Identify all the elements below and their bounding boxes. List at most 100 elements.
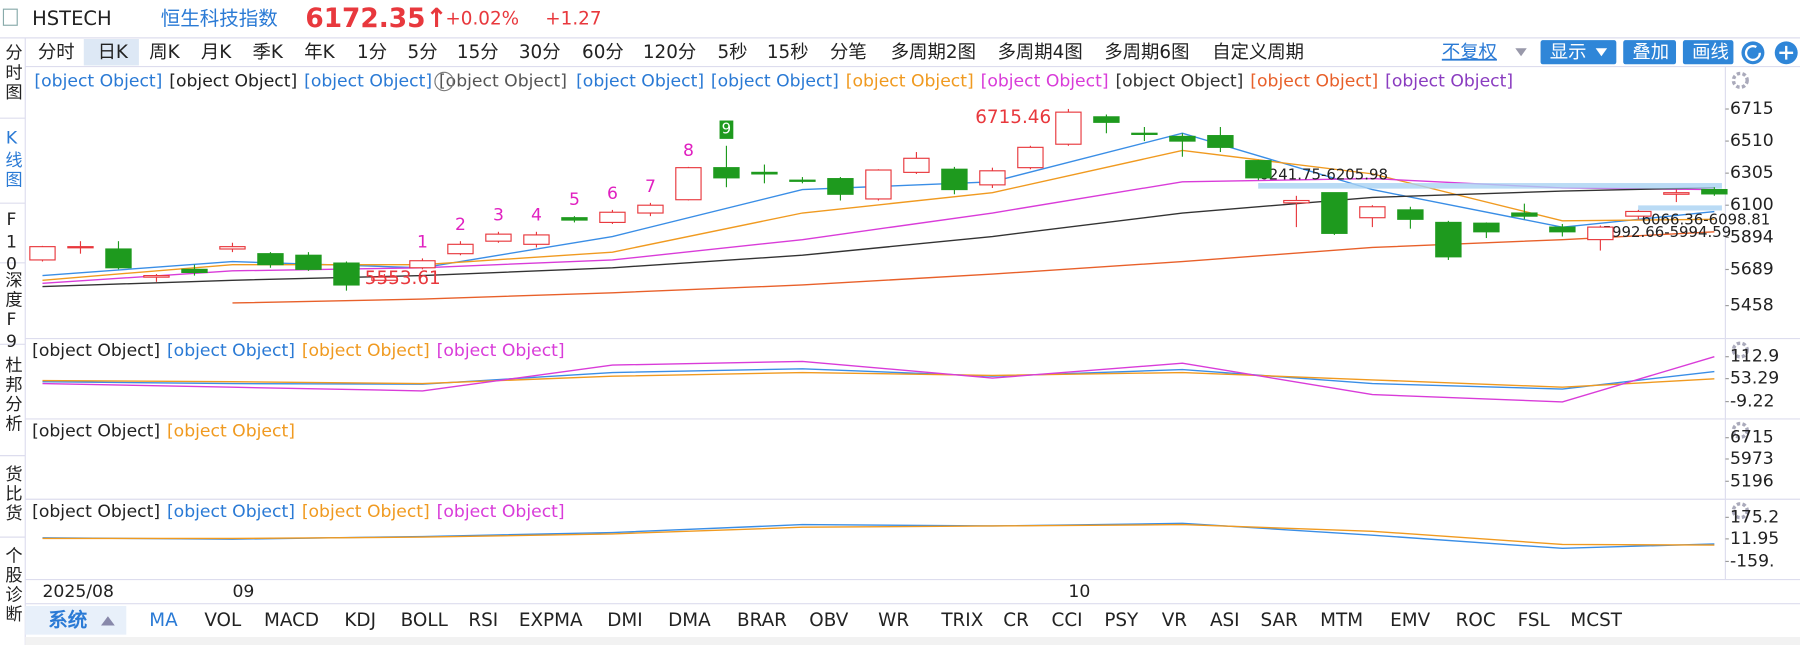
indicator-tab[interactable]: DMI: [607, 610, 642, 631]
button[interactable]: 显示: [1550, 42, 1587, 63]
help-icon[interactable]: [434, 71, 454, 92]
indicator-line: [42, 186, 1715, 288]
button[interactable]: 叠加: [1632, 42, 1669, 63]
period-tab[interactable]: 30分: [519, 42, 561, 63]
indicator-tab[interactable]: MCST: [1570, 610, 1622, 631]
indicator-tab[interactable]: WR: [878, 610, 909, 631]
candle-body: [485, 233, 512, 242]
icon: [1744, 45, 1761, 62]
indicator-tab[interactable]: PSY: [1104, 610, 1139, 631]
period-tab[interactable]: 周K: [149, 42, 180, 63]
legend-item: [object Object]: [1115, 71, 1243, 91]
period-tab[interactable]: 自定义周期: [1212, 42, 1304, 63]
y-tick-label: 5196: [1730, 471, 1774, 491]
indicator-tab[interactable]: MTM: [1320, 610, 1363, 631]
button-bg[interactable]: [1682, 40, 1734, 65]
side-tab[interactable]: 杜邦分析: [1, 356, 22, 434]
indicator-tab[interactable]: ASI: [1210, 610, 1240, 631]
indicator-line: [42, 523, 1715, 546]
indicator-tab[interactable]: KDJ: [344, 610, 376, 631]
adjust-select[interactable]: 不复权: [1442, 42, 1497, 63]
indicator-tab[interactable]: ROC: [1456, 610, 1496, 631]
indicator-tab[interactable]: FSL: [1518, 610, 1551, 631]
period-tab[interactable]: 120分: [643, 42, 696, 63]
period-tab[interactable]: 1分: [357, 42, 387, 63]
period-tab[interactable]: 年K: [304, 42, 335, 63]
indicator-tab[interactable]: EMV: [1390, 610, 1430, 631]
candle-body: [979, 170, 1006, 186]
period-tab[interactable]: 5分: [408, 42, 438, 63]
y-tick-label: 5894: [1730, 227, 1774, 247]
app-icon: [2, 8, 18, 26]
candle-body: [1663, 192, 1690, 195]
period-tab[interactable]: 分时: [38, 42, 75, 63]
period-tab[interactable]: 月K: [201, 42, 232, 63]
indicator-tab[interactable]: MACD: [264, 610, 319, 631]
side-tab[interactable]: 个股诊断: [1, 546, 22, 624]
button-bg[interactable]: [1540, 40, 1617, 65]
candle-body: [1131, 132, 1158, 135]
indicator-tab[interactable]: CR: [1003, 610, 1029, 631]
settings-icon[interactable]: [1731, 71, 1749, 89]
candle-body: [67, 246, 94, 249]
change-pct: +0.02%: [445, 9, 519, 30]
indicator-tab[interactable]: BOLL: [401, 610, 449, 631]
candle-body: [1207, 135, 1234, 148]
indicator-tab[interactable]: VOL: [204, 610, 242, 631]
candle-body: [1093, 116, 1120, 123]
period-tab[interactable]: 多周期6图: [1104, 42, 1189, 63]
candle-body: [29, 246, 56, 261]
settings-icon[interactable]: [1731, 341, 1749, 359]
td-count: 9: [722, 120, 731, 138]
legend-item: [object Object]: [34, 71, 162, 91]
side-tab[interactable]: K线图: [1, 129, 22, 190]
legend-item: [object Object]: [576, 71, 704, 91]
period-tab[interactable]: 15分: [457, 42, 499, 63]
candle-body: [1701, 188, 1728, 195]
indicator-tab[interactable]: CCI: [1052, 610, 1083, 631]
button-bg[interactable]: [1623, 40, 1677, 65]
td-count: 5: [569, 190, 580, 210]
period-tab[interactable]: 日K: [98, 42, 129, 63]
period-tab[interactable]: 60分: [582, 42, 624, 63]
band-label: 6066.36-6098.81: [1642, 210, 1771, 228]
period-tab[interactable]: 多周期2图: [891, 42, 976, 63]
legend-item: [object Object]: [981, 71, 1109, 91]
indicator-tab[interactable]: EXPMA: [519, 610, 583, 631]
dropdown-arrow: [1595, 48, 1608, 57]
legend-item: [object Object]: [711, 71, 839, 91]
side-tab[interactable]: 分时图: [1, 44, 22, 103]
side-tab[interactable]: F10: [1, 210, 21, 277]
indicator-tab[interactable]: OBV: [809, 610, 848, 631]
x-tick-label: 09: [232, 582, 254, 602]
period-tab[interactable]: 分笔: [830, 42, 867, 63]
indicator-tab[interactable]: RSI: [468, 610, 498, 631]
candle-body: [295, 254, 322, 270]
indicator-tab[interactable]: BRAR: [737, 610, 787, 631]
indicator-tab[interactable]: MA: [149, 610, 178, 631]
side-tab[interactable]: 深度F9: [1, 271, 22, 355]
side-tab[interactable]: 货比货: [1, 465, 22, 524]
y-tick-label: -9.22: [1730, 392, 1775, 412]
system-tab[interactable]: 系统: [48, 608, 88, 631]
indicator-tab[interactable]: VR: [1162, 610, 1188, 631]
button[interactable]: 画线: [1692, 42, 1729, 63]
candle-body: [1587, 226, 1614, 241]
legend-item: [object Object]: [304, 71, 432, 91]
candle-body: [789, 179, 816, 182]
indicator-line: [42, 371, 1715, 388]
price: 6172.35↑: [305, 4, 447, 34]
indicator-tab[interactable]: DMA: [668, 610, 711, 631]
period-tab[interactable]: 15秒: [767, 42, 809, 63]
period-tab[interactable]: 季K: [253, 42, 284, 63]
indicator-tab[interactable]: SAR: [1260, 610, 1298, 631]
period-tab[interactable]: 5秒: [717, 42, 747, 63]
legend-item: [object Object]: [167, 422, 295, 442]
settings-icon[interactable]: [1731, 421, 1749, 439]
y-tick-label: 5689: [1730, 259, 1774, 279]
candle-body: [1549, 226, 1576, 233]
period-tab[interactable]: 多周期4图: [998, 42, 1083, 63]
settings-icon[interactable]: [1731, 502, 1749, 520]
legend-item: [object Object]: [846, 71, 974, 91]
indicator-tab[interactable]: TRIX: [940, 610, 983, 631]
